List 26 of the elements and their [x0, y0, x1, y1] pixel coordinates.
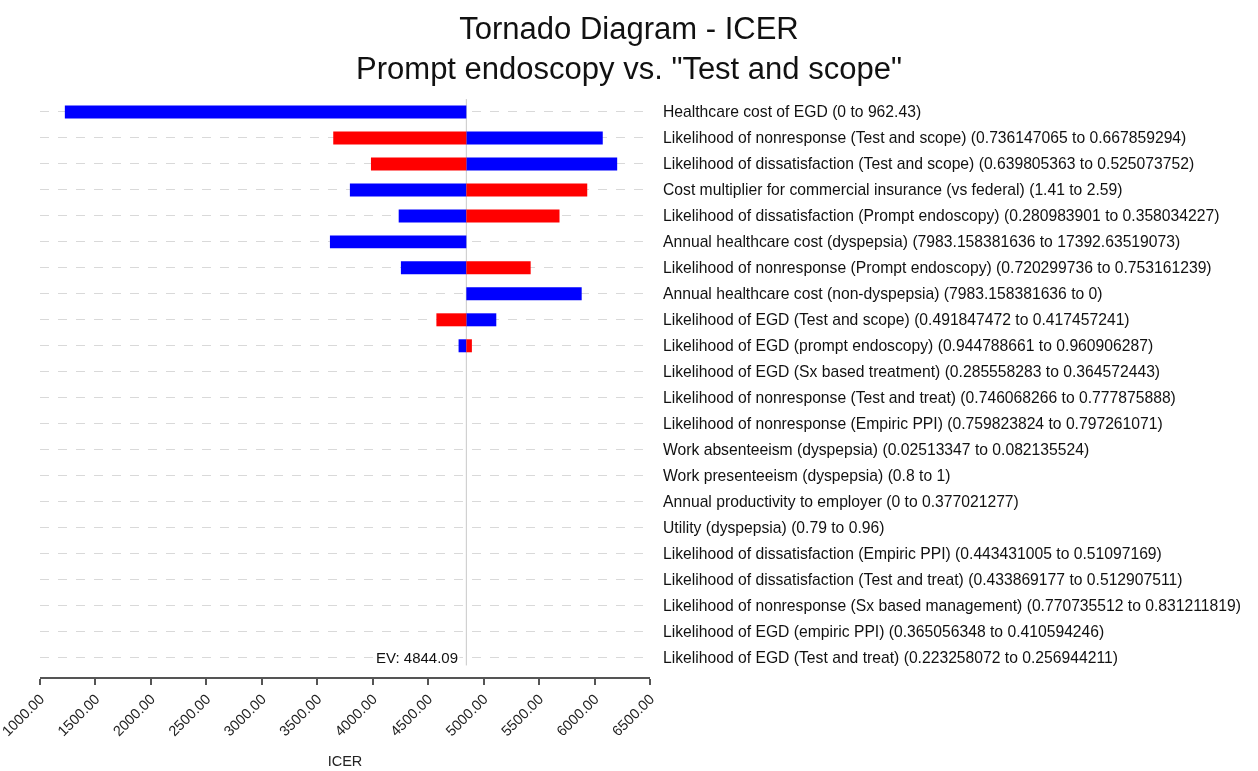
y-tick-label: Utility (dyspepsia) (0.79 to 0.96): [663, 519, 885, 537]
y-tick-label: Likelihood of nonresponse (Test and treat) (0.746068266 to 0.777875888): [663, 389, 1176, 407]
chart-subtitle: Prompt endoscopy vs. "Test and scope": [356, 50, 902, 86]
y-tick-label: Likelihood of dissatisfaction (Empiric PPI) (0.443431005 to 0.51097169): [663, 545, 1162, 563]
y-tick-label: Likelihood of EGD (empiric PPI) (0.365056348 to 0.410594246): [663, 623, 1105, 641]
y-tick-label: Work presenteeism (dyspepsia) (0.8 to 1): [663, 467, 951, 485]
y-tick-label: Likelihood of nonresponse (Prompt endoscopy) (0.720299736 to 0.753161239): [663, 259, 1212, 277]
y-tick-label: Cost multiplier for commercial insurance (vs federal) (1.41 to 2.59): [663, 181, 1123, 199]
y-tick-label: Annual healthcare cost (dyspepsia) (7983.158381636 to 17392.63519073): [663, 233, 1181, 251]
x-axis-title: ICER: [327, 753, 363, 770]
ref-line-label: EV: 4844.09: [376, 649, 459, 666]
y-tick-label: Likelihood of nonresponse (Test and scope) (0.736147065 to 0.667859294): [663, 129, 1187, 147]
y-tick-label: Annual productivity to employer (0 to 0.377021277): [663, 493, 1019, 511]
y-tick-label: Likelihood of nonresponse (Sx based management) (0.770735512 to 0.831211819): [663, 597, 1241, 615]
y-tick-label: Work absenteeism (dyspepsia) (0.02513347 to 0.082135524): [663, 441, 1090, 459]
y-tick-label: Likelihood of dissatisfaction (Test and treat) (0.433869177 to 0.512907511): [663, 571, 1183, 589]
y-tick-label: Healthcare cost of EGD (0 to 962.43): [663, 103, 922, 121]
y-tick-label: Likelihood of nonresponse (Empiric PPI) (0.759823824 to 0.797261071): [663, 415, 1163, 433]
y-tick-label: Likelihood of dissatisfaction (Test and scope) (0.639805363 to 0.525073752): [663, 155, 1195, 173]
y-tick-label: Likelihood of EGD (prompt endoscopy) (0.944788661 to 0.960906287): [663, 337, 1154, 355]
chart-title: Tornado Diagram - ICER: [459, 10, 799, 46]
y-tick-label: Likelihood of EGD (Test and scope) (0.491847472 to 0.417457241): [663, 311, 1130, 329]
y-tick-label: Annual healthcare cost (non-dyspepsia) (7983.158381636 to 0): [663, 285, 1103, 303]
y-tick-label: Likelihood of EGD (Test and treat) (0.223258072 to 0.256944211): [663, 649, 1118, 667]
y-tick-label: Likelihood of dissatisfaction (Prompt endoscopy) (0.280983901 to 0.358034227): [663, 207, 1220, 225]
y-tick-label: Likelihood of EGD (Sx based treatment) (0.285558283 to 0.364572443): [663, 363, 1161, 381]
